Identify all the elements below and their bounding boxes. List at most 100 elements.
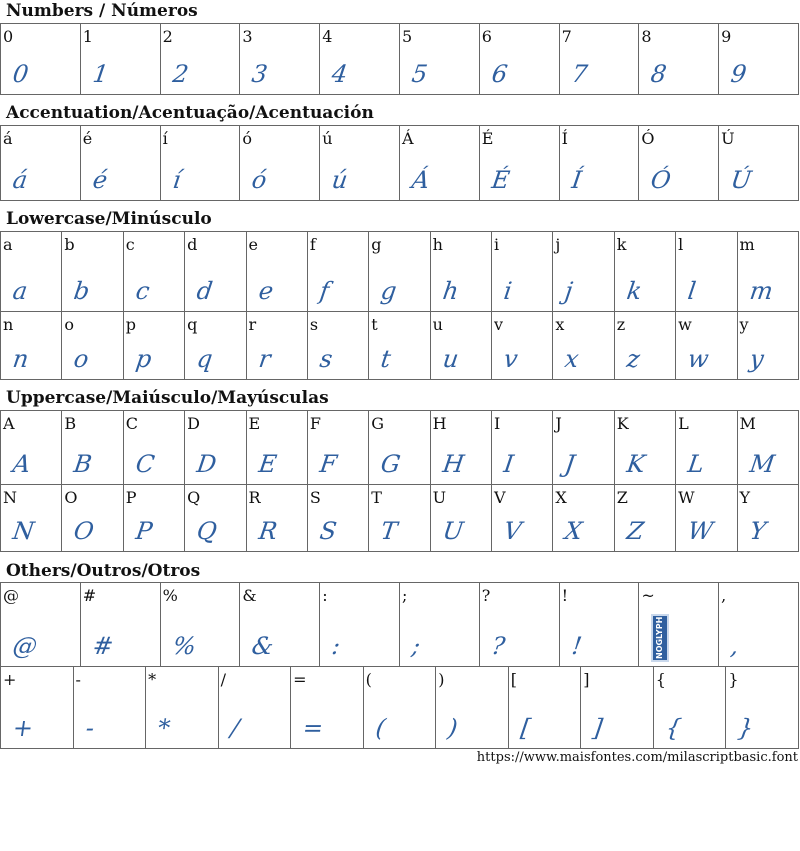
- section-title: Numbers / Números: [6, 1, 198, 21]
- script-glyph-sample: Á: [410, 166, 432, 194]
- script-glyph-sample: Y: [747, 517, 768, 545]
- section-title: Uppercase/Maiúsculo/Mayúsculas: [6, 388, 329, 408]
- script-glyph-sample: Z: [624, 517, 646, 545]
- script-glyph-sample: z: [624, 345, 642, 373]
- character-label: P: [125, 488, 137, 507]
- character-label: :: [322, 586, 328, 605]
- script-glyph-sample: *: [156, 714, 173, 742]
- glyph-cell: = =: [290, 666, 364, 749]
- glyph-cell: # #: [79, 582, 161, 667]
- script-glyph-sample: ): [446, 714, 460, 742]
- character-label: #: [82, 586, 97, 605]
- script-glyph-sample: 4: [330, 60, 350, 88]
- character-label: 5: [401, 27, 413, 46]
- script-glyph-sample: S: [317, 517, 339, 545]
- character-label: v: [494, 315, 504, 334]
- script-glyph-sample: A: [11, 450, 33, 478]
- character-label: ~: [641, 586, 655, 605]
- script-glyph-sample: F: [317, 450, 339, 478]
- character-label: B: [64, 414, 77, 433]
- character-label: }: [728, 670, 739, 689]
- character-label: Z: [616, 488, 628, 507]
- script-glyph-sample: O: [72, 517, 97, 545]
- glyph-cell: ((: [362, 666, 437, 749]
- character-label: J: [555, 414, 562, 433]
- script-glyph-sample: =: [301, 714, 326, 742]
- script-glyph-sample: ú: [330, 166, 350, 194]
- script-glyph-sample: @: [11, 632, 39, 660]
- character-label: ;: [401, 586, 408, 605]
- glyph-cell: ]]: [580, 666, 654, 749]
- character-label: 7: [561, 27, 572, 46]
- footer-url[interactable]: https://www.maisfontes.com/milascriptbas…: [476, 750, 798, 765]
- script-glyph-sample: #: [90, 632, 115, 660]
- character-label: 9: [721, 27, 732, 46]
- script-glyph-sample: !: [569, 632, 584, 660]
- character-label: N: [3, 488, 17, 507]
- script-glyph-sample: 9: [729, 60, 749, 88]
- character-label: ): [438, 670, 445, 689]
- character-label: 1: [82, 27, 93, 46]
- glyph-cell: @ @: [0, 582, 81, 667]
- character-label: O: [64, 488, 78, 507]
- character-label: i: [494, 235, 500, 254]
- script-glyph-sample: [: [518, 714, 533, 742]
- script-glyph-sample: x: [563, 345, 581, 373]
- character-label: 3: [242, 27, 253, 46]
- character-label: s: [309, 315, 319, 334]
- glyph-cell: )): [435, 666, 509, 749]
- character-label: L: [678, 414, 689, 433]
- character-label: 0: [3, 27, 14, 46]
- script-glyph-sample: C: [133, 450, 157, 478]
- character-label: V: [494, 488, 506, 507]
- character-label: U: [432, 488, 447, 507]
- character-label: c: [125, 235, 135, 254]
- character-label: q: [187, 315, 198, 334]
- script-glyph-sample: g: [379, 277, 399, 305]
- script-glyph-sample: s: [317, 345, 335, 373]
- script-glyph-sample: W: [686, 517, 715, 545]
- glyph-cell: %%: [159, 582, 241, 667]
- character-label: +: [3, 670, 17, 689]
- script-glyph-sample: V: [502, 517, 524, 545]
- character-label: Ú: [721, 129, 735, 148]
- character-label: 8: [641, 27, 652, 46]
- script-glyph-sample: G: [379, 450, 403, 478]
- character-label: M: [739, 414, 756, 433]
- character-label: T: [371, 488, 382, 507]
- character-label: d: [187, 235, 198, 254]
- character-label: &: [242, 586, 257, 605]
- script-glyph-sample: -: [83, 714, 96, 742]
- script-glyph-sample: d: [195, 277, 215, 305]
- character-label: 4: [322, 27, 333, 46]
- character-label: á: [3, 129, 13, 148]
- character-label: Á: [401, 129, 414, 148]
- character-label: ú: [322, 129, 333, 148]
- character-label: a: [3, 235, 13, 254]
- script-glyph-sample: +: [11, 714, 36, 742]
